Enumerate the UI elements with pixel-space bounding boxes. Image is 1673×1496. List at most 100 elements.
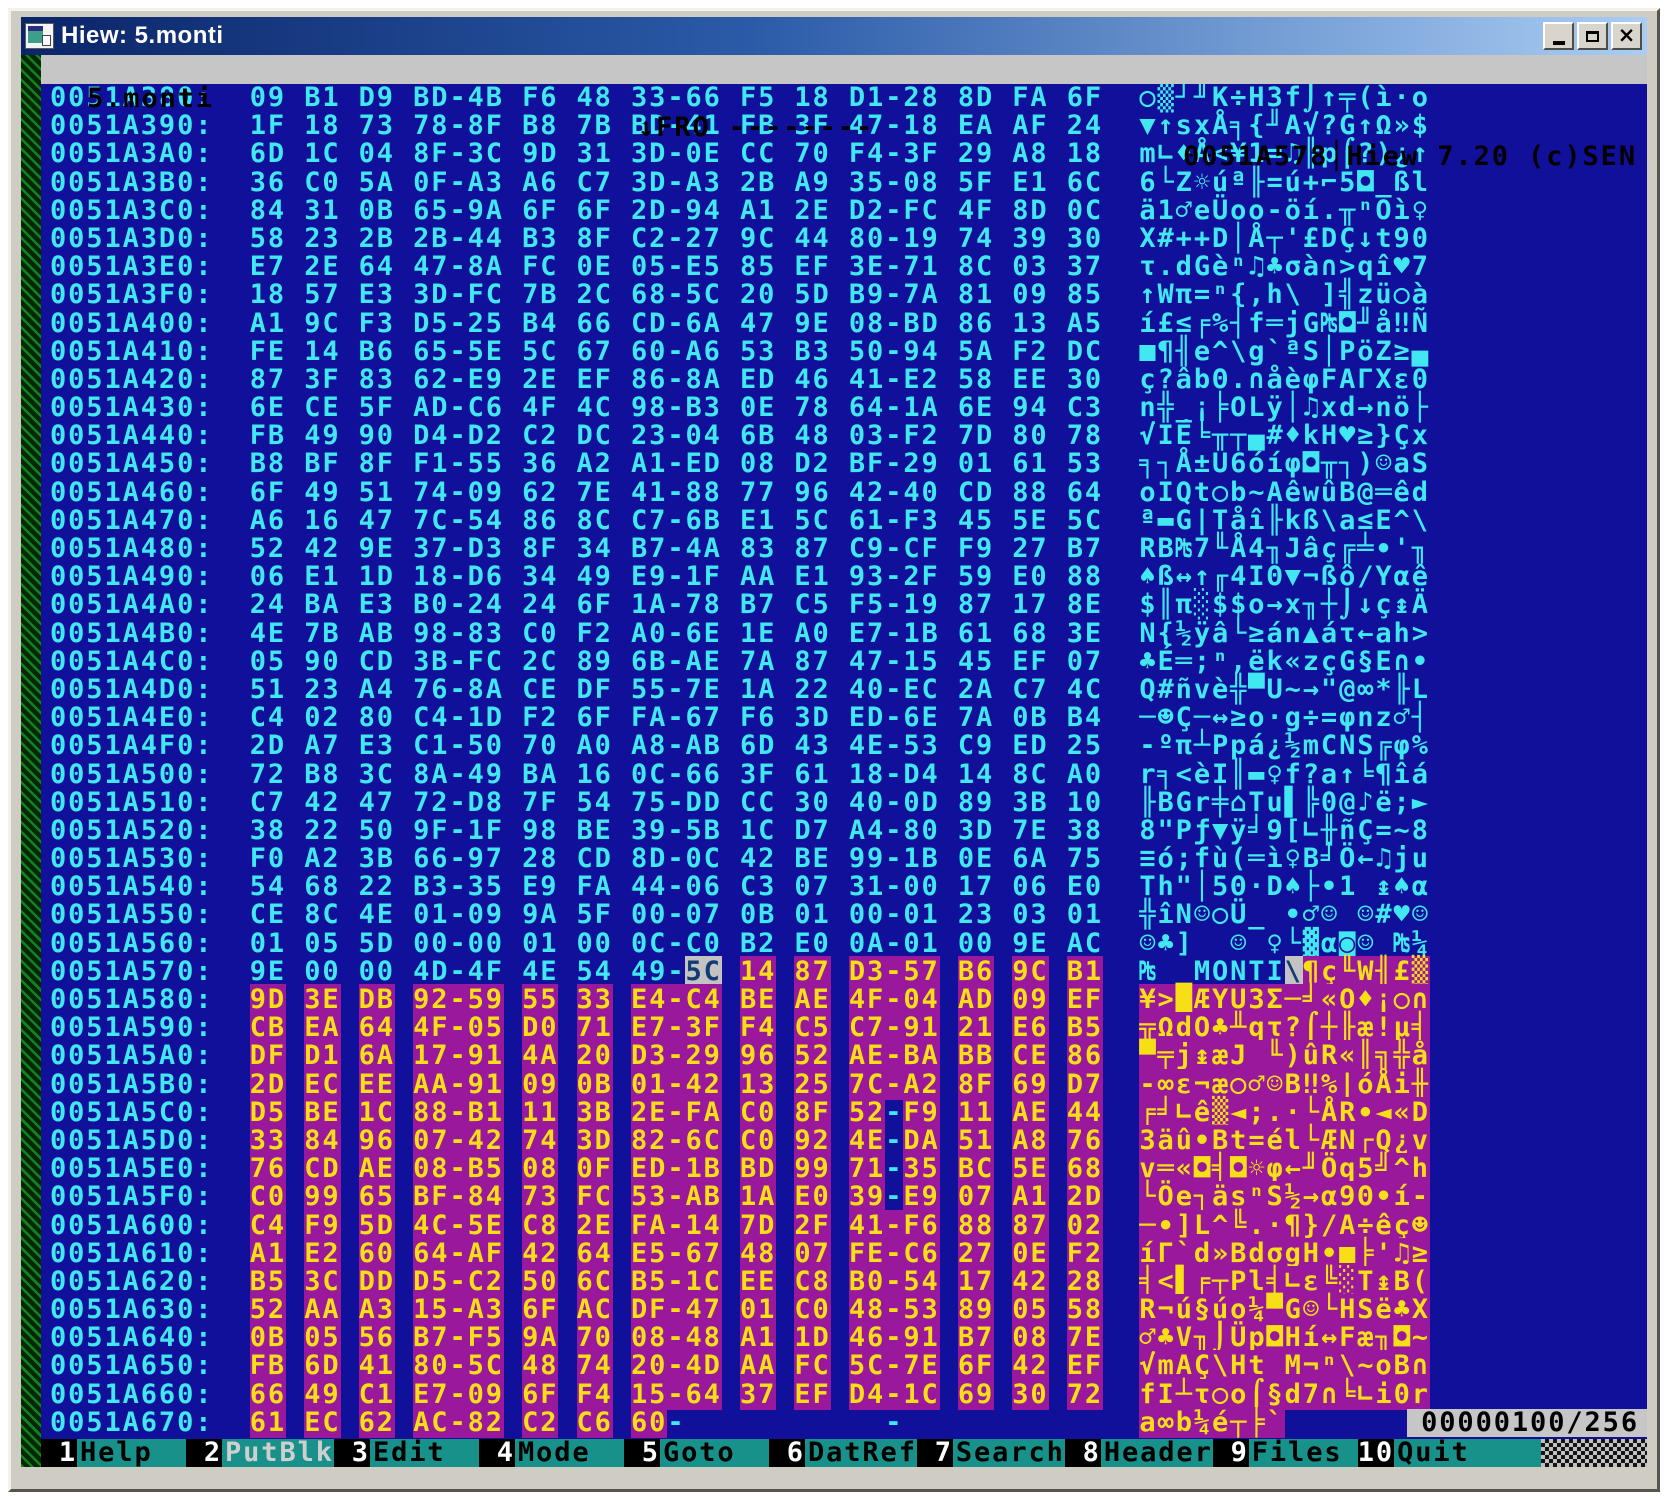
ascii-column[interactable]: v═«◘╡◘☼φ←╜Öq5╝^h	[1139, 1153, 1430, 1185]
byte-cell[interactable]: BE	[794, 843, 831, 875]
byte-cell[interactable]: F4	[576, 1378, 613, 1410]
byte-cell[interactable]: 45	[957, 645, 995, 677]
byte-cell[interactable]: D2	[848, 194, 886, 226]
byte-cell[interactable]: E0	[794, 927, 831, 959]
byte-cell[interactable]: B4	[1066, 702, 1104, 734]
byte-cell[interactable]: 1C	[903, 1378, 940, 1410]
byte-cell[interactable]: 5D	[794, 279, 831, 311]
byte-cell[interactable]: 7E	[576, 476, 613, 508]
byte-cell[interactable]: B7	[739, 589, 777, 621]
byte-cell[interactable]: CF	[903, 533, 940, 564]
byte-cell[interactable]: 00	[957, 927, 995, 959]
byte-cell[interactable]: C6	[576, 1406, 613, 1438]
byte-cell[interactable]: 88	[1012, 476, 1049, 508]
byte-cell[interactable]: 68	[631, 279, 668, 311]
ascii-column[interactable]: X#++D│Å┬'£DÇ↓t90	[1139, 222, 1430, 254]
byte-cell[interactable]: E0	[794, 1181, 831, 1213]
hex-dump[interactable]: 0051A380: 09 B1 D9 BD-4B F6 48 33-66 F5 …	[41, 82, 1647, 1438]
byte-cell[interactable]: 61	[957, 617, 995, 649]
byte-cell[interactable]: 54	[903, 1265, 940, 1297]
byte-cell[interactable]: 00	[903, 871, 940, 903]
byte-cell[interactable]: 04	[358, 138, 395, 170]
byte-cell[interactable]: 71	[576, 1012, 613, 1044]
byte-cell[interactable]: 4F	[522, 392, 559, 424]
byte-cell[interactable]: 6F	[1066, 82, 1104, 113]
byte-cell[interactable]: CD	[304, 1153, 341, 1185]
byte-cell[interactable]: BE	[304, 1096, 341, 1128]
byte-cell[interactable]: AD	[957, 984, 995, 1015]
byte-cell[interactable]: F4	[739, 1012, 777, 1044]
ascii-column[interactable]: -ºπ┴Ppá¿½mCNS╔φ%	[1139, 730, 1430, 762]
byte-cell[interactable]: FC	[903, 194, 940, 226]
byte-cell[interactable]: AD	[413, 392, 450, 424]
byte-cell[interactable]: 3D	[631, 138, 668, 170]
ascii-column[interactable]: τ.dGèⁿ♫♣σà∩>qî♥7	[1139, 251, 1430, 283]
byte-cell[interactable]: 2D	[631, 194, 668, 226]
byte-cell[interactable]: 54	[467, 504, 504, 536]
byte-cell[interactable]: F5	[467, 1322, 504, 1354]
byte-cell[interactable]: 15	[903, 645, 940, 677]
byte-cell[interactable]: 68	[1012, 617, 1049, 649]
fkey-label-datref[interactable]: DatRef	[804, 1439, 917, 1467]
byte-cell[interactable]: 11	[957, 1096, 995, 1128]
byte-cell[interactable]: 66	[413, 843, 450, 875]
byte-cell[interactable]: 2E	[576, 1209, 613, 1241]
byte-cell[interactable]: 89	[957, 1294, 995, 1326]
byte-cell[interactable]: B0	[413, 589, 450, 621]
ascii-column[interactable]: N{½ÿâ└≥án▲áτ←ah>	[1139, 617, 1430, 649]
fkey-label-help[interactable]: Help	[77, 1439, 186, 1467]
byte-cell[interactable]: E9	[903, 1181, 940, 1213]
close-button[interactable]: ×	[1611, 22, 1642, 50]
byte-cell[interactable]: 74	[957, 222, 995, 254]
byte-cell[interactable]: 42	[685, 1068, 722, 1100]
byte-cell[interactable]: 7E	[903, 1350, 940, 1382]
ascii-column[interactable]: ₧ MONTI\¶ç╙W╢£▒	[1139, 955, 1430, 987]
ascii-column[interactable]: ♂♣V╖⌡Üp◘Hí↔Fæ╖◘~	[1139, 1322, 1430, 1354]
byte-cell[interactable]: AA	[739, 1350, 777, 1382]
byte-cell[interactable]: 4D	[685, 1350, 722, 1382]
byte-cell[interactable]: E7	[249, 251, 287, 283]
byte-cell[interactable]: F9	[957, 533, 995, 564]
byte-cell[interactable]: 39	[631, 814, 668, 846]
ascii-column[interactable]: ▀╤j↨æJ ╙)ûR«║╗╬å	[1139, 1040, 1430, 1072]
byte-cell[interactable]: 2C	[522, 645, 559, 677]
byte-cell[interactable]: CE	[304, 392, 341, 424]
byte-cell[interactable]: 99	[304, 1181, 341, 1213]
byte-cell[interactable]: EF	[794, 1378, 831, 1410]
byte-cell[interactable]: 01	[522, 927, 559, 959]
byte-cell[interactable]: 05	[304, 1322, 341, 1354]
byte-cell[interactable]: ED	[1012, 730, 1049, 762]
byte-cell[interactable]: 9C	[1012, 955, 1049, 987]
byte-cell[interactable]: 96	[794, 476, 831, 508]
byte-cell[interactable]: 7D	[739, 1209, 777, 1241]
byte-cell[interactable]: 5B	[685, 814, 722, 846]
ascii-column[interactable]: ↑Wπ=ⁿ{,h\ ]╣zü○à	[1139, 279, 1430, 311]
byte-cell[interactable]: 3E	[1066, 617, 1104, 649]
byte-cell[interactable]: 0C	[631, 758, 668, 790]
byte-cell[interactable]: DD	[358, 1265, 395, 1297]
byte-cell[interactable]: 85	[739, 251, 777, 283]
byte-cell[interactable]: 75	[1066, 843, 1104, 875]
byte-cell[interactable]: A1	[249, 1237, 287, 1269]
ascii-column[interactable]: ä1♂eÜoo-öí.╥ⁿOì♀	[1139, 194, 1430, 226]
byte-cell[interactable]: C0	[249, 1181, 287, 1213]
ascii-column[interactable]: 3äû•Bt=él└ÆN┌Q¿v	[1139, 1124, 1430, 1156]
byte-cell[interactable]: F5	[848, 589, 886, 621]
byte-cell[interactable]: 84	[249, 194, 287, 226]
fkey-label-quit[interactable]: Quit	[1394, 1439, 1504, 1467]
byte-cell[interactable]: BF	[848, 448, 886, 480]
byte-cell[interactable]: FA	[631, 702, 668, 734]
ascii-column[interactable]: í£≤╒%┤f═jG₧◘╜å‼Ñ	[1139, 307, 1430, 339]
byte-cell[interactable]: 61	[848, 504, 886, 536]
byte-cell[interactable]: 6F	[522, 194, 559, 226]
byte-cell[interactable]: 6D	[249, 138, 287, 170]
byte-cell[interactable]: 6E	[685, 617, 722, 649]
byte-cell[interactable]: FE	[848, 1237, 886, 1269]
byte-cell[interactable]: 66	[685, 758, 722, 790]
fkey-number[interactable]: 10	[1357, 1437, 1395, 1468]
byte-cell[interactable]: 46	[848, 1322, 886, 1354]
byte-cell[interactable]: 91	[903, 1012, 940, 1044]
byte-cell[interactable]: 03	[848, 420, 886, 452]
byte-cell[interactable]: 23	[957, 899, 995, 931]
fkey-number[interactable]: 3	[333, 1439, 370, 1467]
